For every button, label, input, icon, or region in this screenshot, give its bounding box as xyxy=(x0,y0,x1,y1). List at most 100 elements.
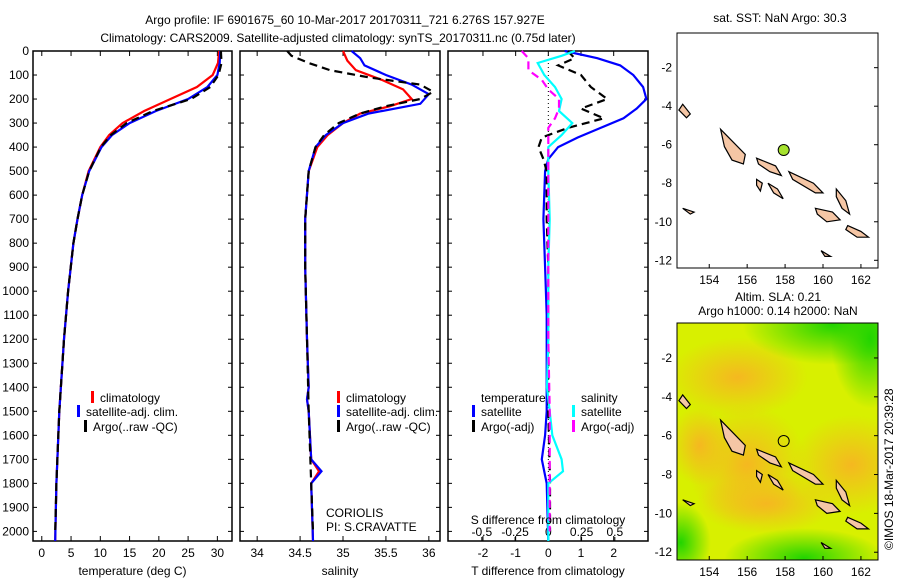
sla-map-title-line2: Argo h1000: 0.14 h2000: NaN xyxy=(698,304,857,318)
series-line-satellite-adj-clim xyxy=(54,50,222,542)
sla-map-title-line1: Altim. SLA: 0.21 xyxy=(735,290,821,304)
sla-heatmap xyxy=(677,323,878,560)
lon-tick-label: 154 xyxy=(699,565,719,579)
s-x-tick-label: 0.25 xyxy=(570,525,594,539)
y-tick-label: 1200 xyxy=(2,332,29,346)
legend-label: Argo(..raw -QC) xyxy=(93,420,178,434)
y-tick-label: 1100 xyxy=(3,308,29,322)
island xyxy=(719,127,746,165)
legend-swatch-climatology xyxy=(337,391,340,403)
island xyxy=(787,461,825,485)
imos-credit: ©IMOS 18-Mar-2017 20:39:28 xyxy=(882,388,896,550)
argo-position-marker xyxy=(777,435,790,448)
lat-tick-label: -10 xyxy=(655,215,673,229)
y-tick-label: 300 xyxy=(9,116,29,130)
island xyxy=(814,498,842,515)
island xyxy=(682,499,696,507)
lat-tick-label: -12 xyxy=(655,253,673,267)
y-tick-label: 2000 xyxy=(2,524,29,538)
island xyxy=(835,478,851,508)
legend-swatch-t-satellite xyxy=(472,405,475,417)
map-frame xyxy=(676,322,879,561)
lon-tick-label: 158 xyxy=(775,565,795,579)
y-tick-label: 500 xyxy=(9,164,29,178)
legend-swatch-argo xyxy=(84,420,87,432)
difference-legend: temperature salinity satellite Argo(-adj… xyxy=(471,391,635,527)
y-tick-label: 1400 xyxy=(2,380,29,394)
legend-title-temperature: temperature xyxy=(481,391,546,405)
legend-label: Argo(..raw -QC) xyxy=(346,420,431,434)
y-tick-label: 400 xyxy=(9,140,29,154)
series-line-argo-raw-qc xyxy=(54,50,223,532)
x-tick-label: 2 xyxy=(610,546,617,560)
series-line-satellite-adj-clim xyxy=(304,50,431,542)
legend-swatch-s-satellite xyxy=(572,405,575,417)
x-axis-label: T difference from climatology xyxy=(471,564,625,578)
island xyxy=(845,224,871,238)
s-difference-axis-label: S difference from climatology xyxy=(471,513,626,527)
x-tick-label: 0 xyxy=(38,546,45,560)
island xyxy=(678,393,692,410)
coriolis-annotation: CORIOLIS xyxy=(326,506,383,520)
figure-title-line1: Argo profile: IF 6901675_60 10-Mar-2017 … xyxy=(145,13,544,27)
legend-swatch-argo xyxy=(337,420,340,432)
s-x-tick-label: -0.5 xyxy=(471,525,492,539)
sst-map-title: sat. SST: NaN Argo: 30.3 xyxy=(713,11,847,25)
x-tick-label: 10 xyxy=(94,546,108,560)
temperature-legend: climatology satellite-adj. clim. Argo(..… xyxy=(77,391,178,434)
lon-tick-label: 162 xyxy=(851,565,871,579)
island xyxy=(845,516,871,530)
legend-label: satellite-adj. clim. xyxy=(346,405,438,419)
island xyxy=(678,103,692,119)
series-line-s-argo-adj xyxy=(520,50,561,532)
figure-title-line2: Climatology: CARS2009. Satellite-adjuste… xyxy=(100,31,575,45)
lon-tick-label: 156 xyxy=(737,565,757,579)
y-tick-label: 0 xyxy=(22,44,29,58)
difference-panel: -2 -1 0 1 2 T difference from climatology -0.5… xyxy=(447,49,649,578)
pi-annotation: PI: S.CRAVATTE xyxy=(326,520,417,534)
y-tick-label: 700 xyxy=(9,212,29,226)
series-line-t-argo-adj xyxy=(537,50,610,532)
x-tick-label: 35.5 xyxy=(374,546,398,560)
series-line-climatology xyxy=(54,50,221,542)
series-line-climatology xyxy=(304,50,414,542)
legend-label: satellite-adj. clim. xyxy=(86,405,178,419)
island xyxy=(719,418,746,456)
lat-tick-label: -8 xyxy=(661,176,672,190)
island xyxy=(755,448,783,468)
sla-map: 154 156 158 160 162 -2 -4 -6 -8 -10 -12 xyxy=(655,322,879,579)
lat-tick-label: -6 xyxy=(661,138,672,152)
island xyxy=(682,207,696,215)
heatmap-high xyxy=(696,473,837,534)
island xyxy=(767,473,784,491)
legend-label: Argo(-adj) xyxy=(581,420,634,434)
lon-tick-label: 162 xyxy=(851,273,871,287)
x-tick-label: 35 xyxy=(336,546,350,560)
x-tick-label: 34.5 xyxy=(288,546,312,560)
x-tick-label: 20 xyxy=(152,546,166,560)
plot-frame xyxy=(32,50,233,542)
x-tick-label: 36 xyxy=(422,546,436,560)
island xyxy=(755,157,783,177)
x-tick-label: 25 xyxy=(181,546,195,560)
y-tick-label: 1900 xyxy=(2,500,29,514)
x-axis-label: salinity xyxy=(322,564,359,578)
y-tick-label: 100 xyxy=(9,68,29,82)
legend-title-salinity: salinity xyxy=(581,391,618,405)
legend-label: climatology xyxy=(100,391,160,405)
legend-swatch-climatology xyxy=(91,391,94,403)
heatmap-low xyxy=(724,528,878,560)
x-tick-label: -1 xyxy=(510,546,521,560)
y-tick-label: 900 xyxy=(9,260,29,274)
x-tick-label: 15 xyxy=(123,546,137,560)
y-tick-label: 1600 xyxy=(2,428,29,442)
legend-swatch-t-argo xyxy=(472,420,475,432)
lat-tick-label: -10 xyxy=(655,506,673,520)
island xyxy=(820,541,833,549)
x-axis-label: temperature (deg C) xyxy=(78,564,186,578)
x-tick-label: 30 xyxy=(211,546,225,560)
plot-frame xyxy=(239,50,441,542)
lat-tick-label: -6 xyxy=(661,429,672,443)
y-tick-label: 1500 xyxy=(2,404,29,418)
